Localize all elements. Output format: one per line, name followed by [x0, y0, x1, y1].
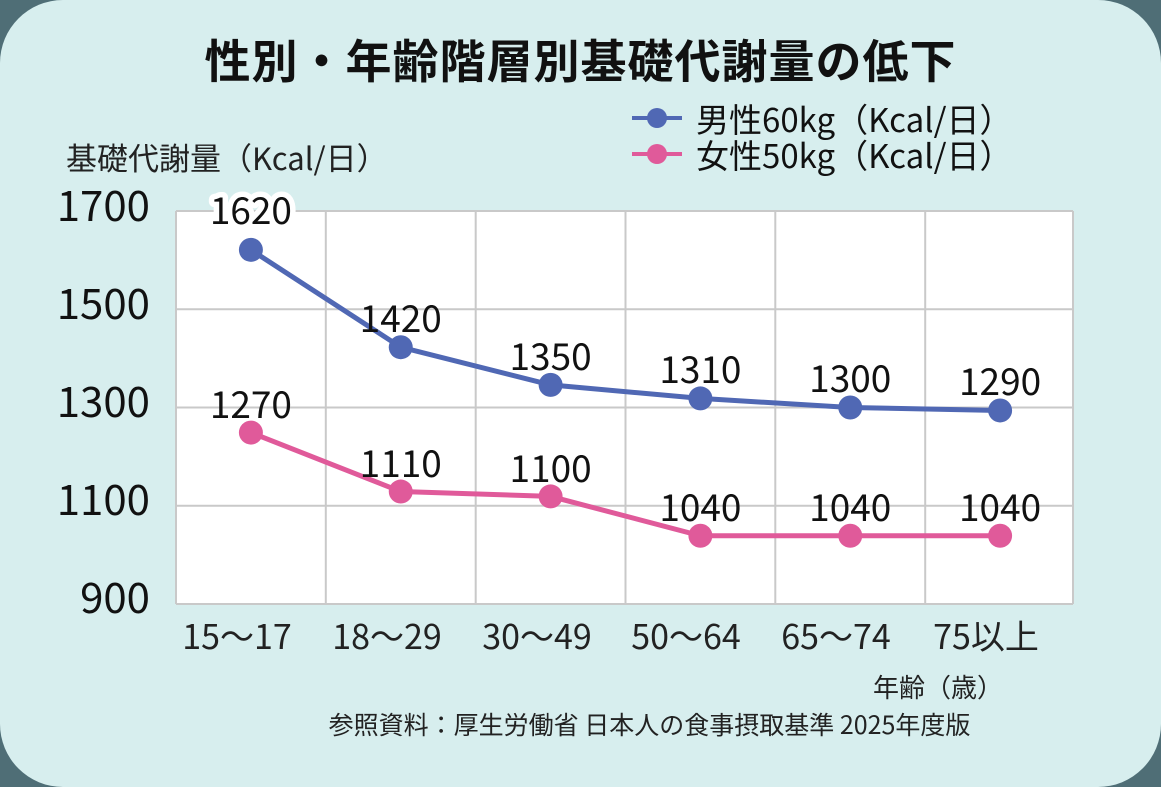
svg-text:1040: 1040 — [809, 478, 891, 532]
svg-text:1270: 1270 — [210, 375, 292, 429]
svg-text:1300: 1300 — [57, 369, 150, 430]
svg-text:1110: 1110 — [360, 434, 442, 488]
svg-text:1040: 1040 — [959, 478, 1041, 532]
svg-text:1100: 1100 — [510, 439, 592, 493]
svg-text:1420: 1420 — [360, 289, 442, 343]
svg-text:1500: 1500 — [57, 271, 150, 332]
svg-text:1300: 1300 — [809, 349, 891, 403]
svg-text:900: 900 — [80, 565, 150, 626]
svg-text:1700: 1700 — [57, 173, 150, 234]
svg-text:1040: 1040 — [659, 478, 741, 532]
svg-text:1100: 1100 — [57, 467, 150, 528]
svg-text:1350: 1350 — [510, 327, 592, 381]
svg-text:1620: 1620 — [210, 181, 292, 235]
svg-text:1290: 1290 — [959, 352, 1041, 406]
svg-text:1310: 1310 — [659, 340, 741, 394]
